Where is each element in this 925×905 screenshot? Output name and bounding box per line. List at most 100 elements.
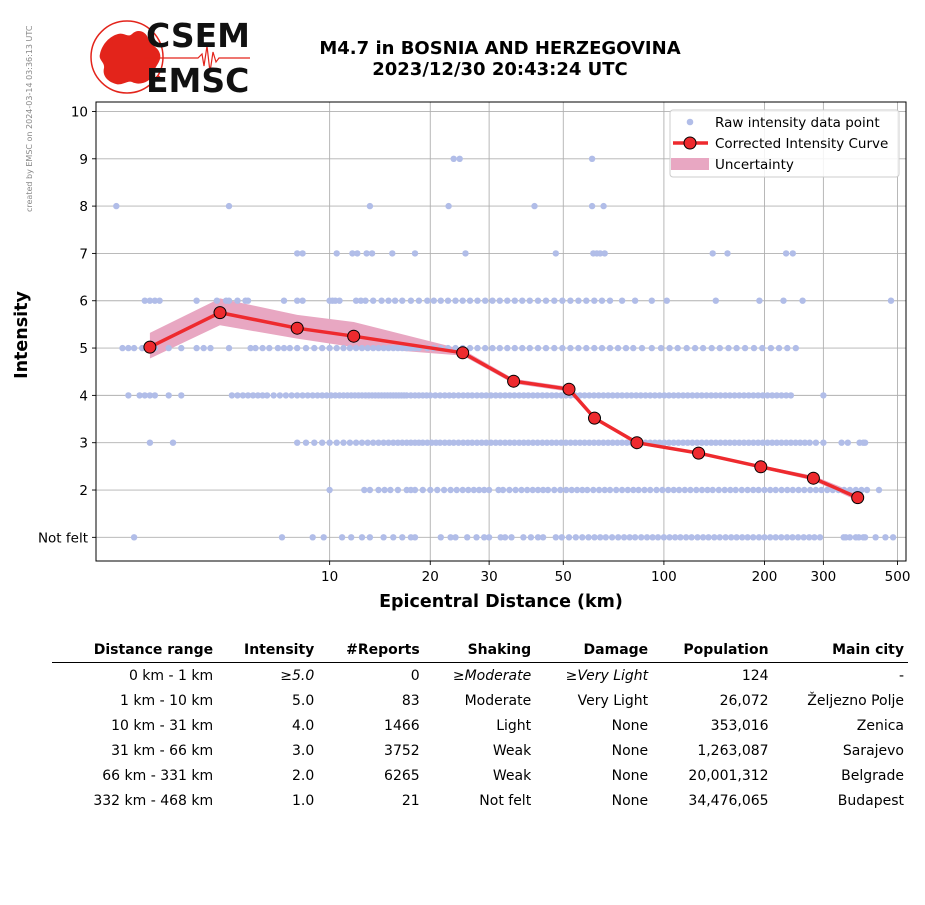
raw-data-point: [682, 534, 690, 541]
raw-data-point: [551, 297, 558, 304]
cell-city: Željezno Polje: [807, 693, 904, 709]
raw-data-point: [624, 486, 631, 494]
raw-data-point: [563, 486, 570, 494]
raw-data-point: [741, 344, 749, 352]
raw-data-point: [352, 344, 360, 352]
raw-data-point: [818, 486, 825, 494]
raw-data-point: [169, 439, 177, 446]
raw-data-point: [252, 344, 259, 352]
raw-data-point: [225, 344, 233, 352]
x-tick-label: 50: [555, 569, 572, 585]
cell-city: Sarajevo: [842, 743, 904, 759]
raw-data-point: [773, 392, 780, 399]
raw-data-point: [654, 534, 662, 541]
raw-data-point: [506, 439, 513, 446]
raw-data-point: [601, 250, 608, 257]
raw-data-point: [622, 344, 630, 352]
raw-data-point: [362, 297, 369, 304]
raw-data-point: [600, 202, 607, 210]
raw-data-point: [430, 297, 437, 304]
raw-data-point: [562, 439, 570, 446]
raw-data-point: [750, 486, 757, 494]
raw-data-point: [675, 486, 683, 494]
raw-data-point: [583, 297, 590, 304]
raw-data-point: [207, 344, 214, 352]
raw-data-point: [623, 439, 631, 446]
raw-data-point: [631, 297, 639, 304]
raw-data-point: [626, 534, 633, 541]
raw-data-point: [473, 392, 481, 399]
raw-data-point: [671, 534, 679, 541]
raw-data-point: [125, 392, 132, 399]
raw-data-point: [633, 392, 640, 399]
raw-data-point: [436, 439, 444, 446]
raw-data-point: [772, 486, 779, 494]
header-distance-range: Distance range: [52, 640, 218, 663]
raw-data-point: [725, 344, 732, 352]
legend-raw-marker: [686, 118, 694, 126]
raw-data-point: [807, 486, 814, 494]
raw-data-point: [519, 297, 526, 304]
cell-reports: 21: [401, 793, 420, 809]
raw-data-point: [600, 439, 607, 446]
raw-data-point: [693, 439, 701, 446]
raw-data-point: [844, 439, 851, 446]
raw-data-point: [754, 392, 762, 399]
raw-data-point: [266, 344, 273, 352]
raw-data-point: [623, 392, 631, 399]
logo-seismogram-line: [144, 45, 250, 73]
raw-data-point: [288, 392, 295, 399]
raw-data-point: [526, 344, 533, 352]
raw-data-point: [178, 344, 185, 352]
raw-data-point: [820, 392, 827, 399]
y-axis-label: Intensity: [12, 290, 32, 378]
raw-data-point: [642, 392, 649, 399]
raw-data-point: [889, 534, 897, 541]
raw-data-point: [542, 344, 550, 352]
cell-city: Zenica: [856, 718, 904, 734]
curve-point: [630, 436, 644, 450]
raw-data-point: [534, 486, 542, 494]
raw-data-point: [709, 250, 716, 257]
raw-data-point: [370, 297, 377, 304]
raw-data-point: [542, 297, 550, 304]
raw-data-point: [389, 250, 396, 257]
raw-data-point: [156, 297, 163, 304]
raw-data-point: [482, 344, 489, 352]
raw-data-point: [282, 392, 290, 399]
raw-data-point: [370, 344, 377, 352]
table-row: 31 km - 66 km 3.0 3752 Weak None 1,263,0…: [52, 738, 908, 763]
raw-data-point: [698, 439, 705, 446]
table-row: 66 km - 331 km 2.0 6265 Weak None 20,001…: [52, 763, 908, 788]
raw-data-point: [736, 439, 743, 446]
raw-data-point: [385, 297, 392, 304]
raw-data-point: [615, 534, 622, 541]
raw-data-point: [767, 534, 774, 541]
raw-data-point: [783, 392, 790, 399]
raw-data-point: [722, 439, 729, 446]
raw-data-point: [460, 439, 467, 446]
raw-data-point: [247, 344, 254, 352]
raw-data-point: [586, 392, 593, 399]
raw-data-point: [280, 297, 288, 304]
raw-data-point: [146, 297, 154, 304]
raw-data-point: [552, 534, 559, 541]
raw-data-point: [302, 439, 310, 446]
raw-data-point: [440, 486, 448, 494]
raw-data-point: [544, 486, 552, 494]
raw-data-point: [407, 297, 415, 304]
raw-data-point: [228, 392, 236, 399]
raw-data-point: [336, 297, 343, 304]
raw-data-point: [411, 486, 419, 494]
raw-data-point: [151, 392, 159, 399]
raw-data-point: [598, 344, 606, 352]
raw-data-point: [469, 439, 476, 446]
raw-data-point: [399, 439, 406, 446]
raw-data-point: [474, 344, 481, 352]
raw-data-point: [278, 534, 286, 541]
raw-data-point: [661, 392, 668, 399]
raw-data-point: [806, 439, 813, 446]
raw-data-point: [572, 439, 579, 446]
raw-data-point: [497, 439, 504, 446]
y-tick-label: 7: [79, 246, 88, 262]
